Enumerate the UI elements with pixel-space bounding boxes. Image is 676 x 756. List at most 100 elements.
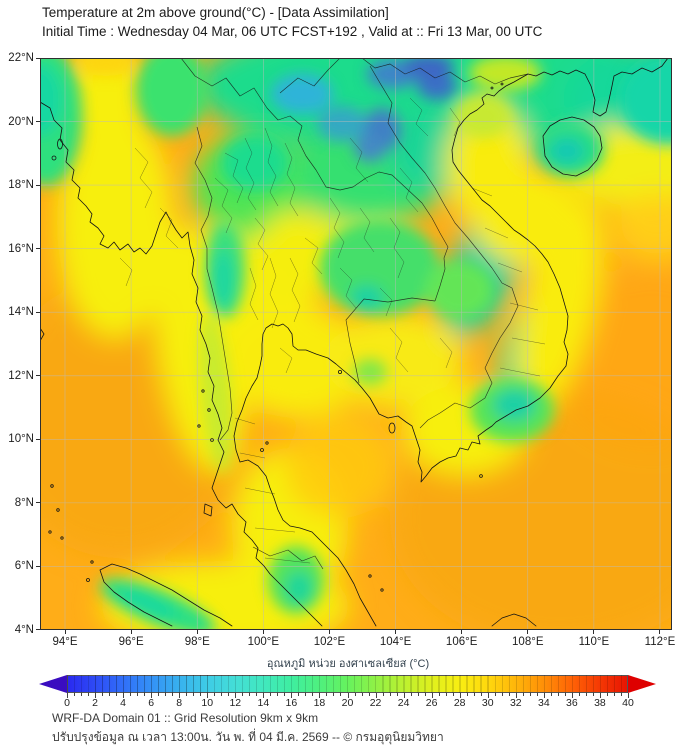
borneo-tip xyxy=(491,613,537,627)
colorbar-right-arrow xyxy=(628,675,656,693)
colorbar-tick-label: 28 xyxy=(453,697,466,709)
colorbar-tick xyxy=(214,693,216,696)
colorbar-tick-label: 14 xyxy=(257,697,270,709)
colorbar-tick xyxy=(102,693,104,696)
x-axis-tick-label: 104°E xyxy=(379,636,412,648)
y-axis-tick xyxy=(36,311,40,313)
y-axis-tick-label: 20°N xyxy=(8,115,34,128)
colorbar-tick xyxy=(347,693,349,698)
colorbar-tick xyxy=(445,693,447,696)
y-axis-tick xyxy=(36,248,40,250)
x-axis-tick xyxy=(527,630,529,634)
x-axis-tick-label: 110°E xyxy=(578,636,610,648)
y-axis-tick xyxy=(36,184,40,186)
x-axis-tick xyxy=(64,630,66,634)
colorbar-tick xyxy=(123,693,125,698)
colorbar-tick xyxy=(235,693,237,698)
colorbar-tick xyxy=(564,693,566,696)
colorbar-tick-label: 22 xyxy=(369,697,382,709)
x-axis-tick-label: 108°E xyxy=(512,636,544,648)
y-axis-tick-label: 16°N xyxy=(8,242,34,255)
page-subtitle: Initial Time : Wednesday 04 Mar, 06 UTC … xyxy=(42,24,543,39)
colorbar-tick xyxy=(221,693,223,696)
colorbar-tick-label: 0 xyxy=(64,697,70,709)
y-axis-tick xyxy=(36,438,40,440)
colorbar-tick-label: 26 xyxy=(425,697,438,709)
province-boundaries xyxy=(119,97,546,564)
y-axis-tick-label: 18°N xyxy=(8,179,34,192)
colorbar-tick xyxy=(340,693,342,696)
colorbar-tick xyxy=(144,693,146,696)
colorbar-tick xyxy=(396,693,398,696)
colorbar-tick xyxy=(452,693,454,696)
colorbar-tick xyxy=(522,693,524,696)
colorbar-tick xyxy=(592,693,594,696)
colorbar-tick xyxy=(333,693,335,696)
colorbar-tick xyxy=(557,693,559,696)
x-axis-tick-label: 106°E xyxy=(445,636,478,648)
colorbar-tick xyxy=(172,693,174,696)
y-axis-tick xyxy=(36,57,40,59)
colorbar-tick xyxy=(606,693,608,696)
colorbar-tick xyxy=(529,693,531,696)
x-axis-tick xyxy=(262,630,264,634)
colorbar-tick xyxy=(466,693,468,696)
x-axis-tick xyxy=(659,630,661,634)
colorbar-tick xyxy=(403,693,405,698)
phuket-island xyxy=(203,503,213,517)
colorbar-tick xyxy=(585,693,587,696)
map-frame xyxy=(40,58,672,630)
colorbar-tick xyxy=(228,693,230,696)
x-axis-tick xyxy=(130,630,132,634)
colorbar-tick xyxy=(508,693,510,696)
colorbar-tick xyxy=(438,693,440,696)
colorbar-tick-label: 36 xyxy=(566,697,578,709)
colorbar-tick-label: 32 xyxy=(509,697,522,709)
colorbar-tick xyxy=(543,693,545,698)
y-axis-tick-label: 22°N xyxy=(8,52,34,64)
colorbar-tick-label: 10 xyxy=(201,697,214,709)
colorbar-tick xyxy=(515,693,517,698)
colorbar-gradient xyxy=(67,675,628,693)
colorbar-tick xyxy=(613,693,615,696)
colorbar-tick xyxy=(480,693,482,696)
colorbar-tick xyxy=(620,693,622,696)
x-axis-tick xyxy=(328,630,330,634)
colorbar-tick xyxy=(424,693,426,696)
y-axis-tick-label: 10°N xyxy=(8,433,34,446)
colorbar-tick xyxy=(494,693,496,696)
colorbar-tick xyxy=(298,693,300,696)
colorbar-tick xyxy=(487,693,489,698)
footer-domain-info: WRF-DA Domain 01 :: Grid Resolution 9km … xyxy=(52,711,319,725)
colorbar-tick xyxy=(389,693,391,696)
coastlines xyxy=(40,58,669,627)
colorbar-tick xyxy=(151,693,153,698)
colorbar-tick-label: 34 xyxy=(538,697,550,709)
colorbar-tick xyxy=(431,693,433,698)
colorbar-tick-label: 20 xyxy=(341,697,354,709)
colorbar-tick xyxy=(473,693,475,696)
colorbar-tick xyxy=(501,693,503,696)
colorbar-tick xyxy=(305,693,307,696)
y-axis-tick-label: 14°N xyxy=(8,306,34,319)
colorbar-tick xyxy=(109,693,111,696)
temperature-map xyxy=(40,58,672,630)
x-axis-tick-label: 94°E xyxy=(52,636,78,648)
colorbar-tick xyxy=(382,693,384,696)
x-axis-tick-label: 98°E xyxy=(184,636,210,648)
colorbar-tick xyxy=(116,693,118,696)
colorbar-tick xyxy=(628,693,629,698)
colorbar-tick xyxy=(130,693,132,696)
x-axis-tick xyxy=(196,630,198,634)
colorbar-tick xyxy=(242,693,244,696)
footer-update-info: ปรับปรุงข้อมูล ณ เวลา 13:00น. วัน พ. ที่… xyxy=(52,730,444,744)
colorbar-tick xyxy=(256,693,258,696)
y-axis-tick xyxy=(36,375,40,377)
colorbar-tick xyxy=(74,693,75,696)
hainan-island xyxy=(542,116,603,177)
colorbar-segment-lines xyxy=(67,675,628,693)
y-axis-tick xyxy=(36,502,40,504)
colorbar-tick xyxy=(95,693,97,698)
colorbar-tick-label: 16 xyxy=(285,697,298,709)
colorbar-tick-label: 2 xyxy=(92,697,98,709)
